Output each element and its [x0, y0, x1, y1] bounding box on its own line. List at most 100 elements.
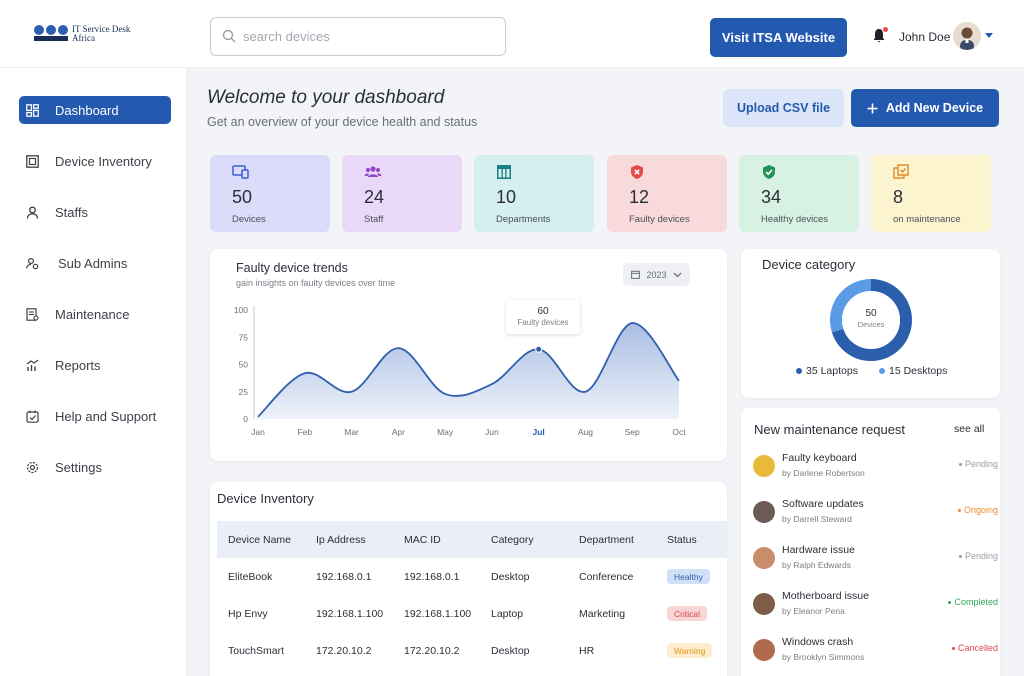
- tooltip-label: Faulty devices: [517, 318, 569, 327]
- sidebar-item-maintenance[interactable]: Maintenance: [19, 300, 171, 328]
- stat-card-departments[interactable]: 10 Departments: [474, 155, 594, 232]
- upload-csv-button[interactable]: Upload CSV file: [723, 89, 844, 127]
- x-tick-label: Jun: [485, 427, 499, 437]
- stat-value: 24: [364, 187, 385, 207]
- add-device-label: Add New Device: [885, 101, 984, 115]
- logo-line-1: IT Service Desk: [72, 24, 131, 34]
- chart-tooltip: 60 Faulty devices: [506, 300, 580, 334]
- device-category-donut: [830, 279, 912, 361]
- shield-check-icon: [761, 164, 777, 185]
- table-row[interactable]: Hp Envy 192.168.1.100 192.168.1.100 Lapt…: [217, 595, 727, 632]
- sidebar-item-staffs[interactable]: Staffs: [19, 198, 171, 226]
- shield-x-icon: [629, 164, 645, 185]
- request-status: Cancelled: [951, 643, 998, 653]
- column-header[interactable]: MAC ID: [404, 533, 441, 546]
- bell-icon: [873, 29, 885, 43]
- user-name[interactable]: John Doe: [899, 30, 951, 44]
- add-device-button[interactable]: Add New Device: [851, 89, 999, 127]
- x-tick-label: Jul: [533, 427, 545, 437]
- sidebar-item-settings[interactable]: Settings: [19, 453, 171, 481]
- support-icon: [25, 409, 39, 423]
- search-input[interactable]: [243, 26, 493, 46]
- status-badge: Critical: [667, 606, 707, 621]
- avatar: [753, 593, 775, 615]
- avatar: [753, 639, 775, 661]
- faulty-trends-card: Faulty device trends gain insights on fa…: [210, 249, 727, 461]
- donut-slice: [830, 279, 912, 361]
- stat-card-on-maintenance[interactable]: 8 on maintenance: [871, 155, 991, 232]
- legend-label: 15 Desktops: [889, 365, 948, 377]
- maintenance-request-item[interactable]: Hardware issue by Ralph Edwards Pending: [753, 543, 998, 575]
- sidebar-item-dashboard[interactable]: Dashboard: [19, 96, 171, 124]
- sidebar-item-label: Staffs: [55, 204, 89, 220]
- request-title: Faulty keyboard: [782, 452, 857, 464]
- cell-device-name: TouchSmart: [228, 644, 285, 657]
- donut-center-label: Devices: [857, 320, 885, 329]
- request-title: Motherboard issue: [782, 590, 869, 602]
- sidebar-item-help-and-support[interactable]: Help and Support: [19, 402, 171, 430]
- notification-bell[interactable]: [872, 27, 888, 49]
- donut-hole: [842, 291, 900, 349]
- user-menu-chevron-icon[interactable]: [985, 33, 993, 38]
- brand-logo[interactable]: IT Service Desk Africa: [34, 25, 130, 43]
- trend-title: Faulty device trends: [236, 261, 348, 275]
- cell-device-name: EliteBook: [228, 570, 273, 583]
- maintenance-icon: [25, 307, 39, 321]
- stat-card-staff[interactable]: 24 Staff: [342, 155, 462, 232]
- devices-icon: [232, 164, 250, 185]
- device-category-card: Device category 50 Devices 35 Laptops 15…: [741, 249, 1000, 398]
- stat-value: 50: [232, 187, 253, 207]
- stat-value: 10: [496, 187, 517, 207]
- cell-department: Conference: [579, 570, 634, 583]
- column-header[interactable]: Department: [579, 533, 634, 546]
- trend-subtitle: gain insights on faulty devices over tim…: [236, 278, 396, 288]
- logo-line-2: Africa: [72, 33, 95, 43]
- stat-card-devices[interactable]: 50 Devices: [210, 155, 330, 232]
- sidebar-item-label: Device Inventory: [55, 153, 152, 169]
- avatar: [753, 547, 775, 569]
- highlight-point: [535, 345, 543, 353]
- visit-website-button[interactable]: Visit ITSA Website: [710, 18, 847, 57]
- sidebar-item-device-inventory[interactable]: Device Inventory: [19, 147, 171, 175]
- sidebar-item-reports[interactable]: Reports: [19, 351, 171, 379]
- sidebar-item-sub-admins[interactable]: Sub Admins: [19, 249, 171, 277]
- stat-card-faulty-devices[interactable]: 12 Faulty devices: [607, 155, 727, 232]
- tooltip-value: 60: [537, 306, 549, 317]
- cell-ip: 192.168.1.100: [316, 607, 384, 620]
- request-title: Software updates: [782, 498, 864, 510]
- area-fill: [258, 323, 679, 419]
- page-subtitle: Get an overview of your device health an…: [207, 115, 478, 129]
- plus-icon: [867, 103, 878, 113]
- user-avatar[interactable]: [953, 22, 981, 50]
- maintenance-request-item[interactable]: Windows crash by Brooklyn Simmons Cancel…: [753, 635, 998, 667]
- category-title: Device category: [762, 257, 856, 272]
- maintenance-request-item[interactable]: Faulty keyboard by Darlene Robertson Pen…: [753, 451, 998, 483]
- stat-label: Devices: [232, 214, 266, 225]
- search-box[interactable]: [210, 17, 506, 56]
- maintenance-request-item[interactable]: Software updates by Darrell Steward Ongo…: [753, 497, 998, 529]
- cell-mac: 172.20.10.2: [404, 644, 460, 657]
- year-select[interactable]: 2023: [623, 263, 690, 286]
- see-all-link[interactable]: see all: [954, 423, 985, 435]
- sidebar-item-label: Settings: [55, 459, 102, 475]
- column-header[interactable]: Device Name: [228, 533, 292, 546]
- gear-icon: [25, 460, 39, 474]
- column-header[interactable]: Category: [491, 533, 534, 546]
- stat-card-healthy-devices[interactable]: 34 Healthy devices: [739, 155, 859, 232]
- legend-item-laptops: 35 Laptops: [796, 365, 858, 377]
- maintenance-request-item[interactable]: Motherboard issue by Eleanor Pena Comple…: [753, 589, 998, 621]
- table-row[interactable]: EliteBook 192.168.0.1 192.168.0.1 Deskto…: [217, 558, 727, 595]
- stat-label: on maintenance: [893, 214, 961, 225]
- table-row[interactable]: TouchSmart 172.20.10.2 172.20.10.2 Deskt…: [217, 632, 727, 669]
- column-header[interactable]: Status: [667, 533, 697, 546]
- stat-value: 12: [629, 187, 650, 207]
- legend-label: 35 Laptops: [806, 365, 858, 377]
- maintenance-icon: [893, 164, 910, 186]
- x-tick-label: Apr: [392, 427, 405, 437]
- status-badge: Healthy: [667, 569, 710, 584]
- column-header[interactable]: Ip Address: [316, 533, 366, 546]
- sidebar: Dashboard Device Inventory Staffs Sub Ad…: [0, 68, 187, 676]
- stat-label: Healthy devices: [761, 214, 829, 225]
- request-author: by Darlene Robertson: [782, 468, 865, 478]
- legend-dot: [879, 368, 885, 374]
